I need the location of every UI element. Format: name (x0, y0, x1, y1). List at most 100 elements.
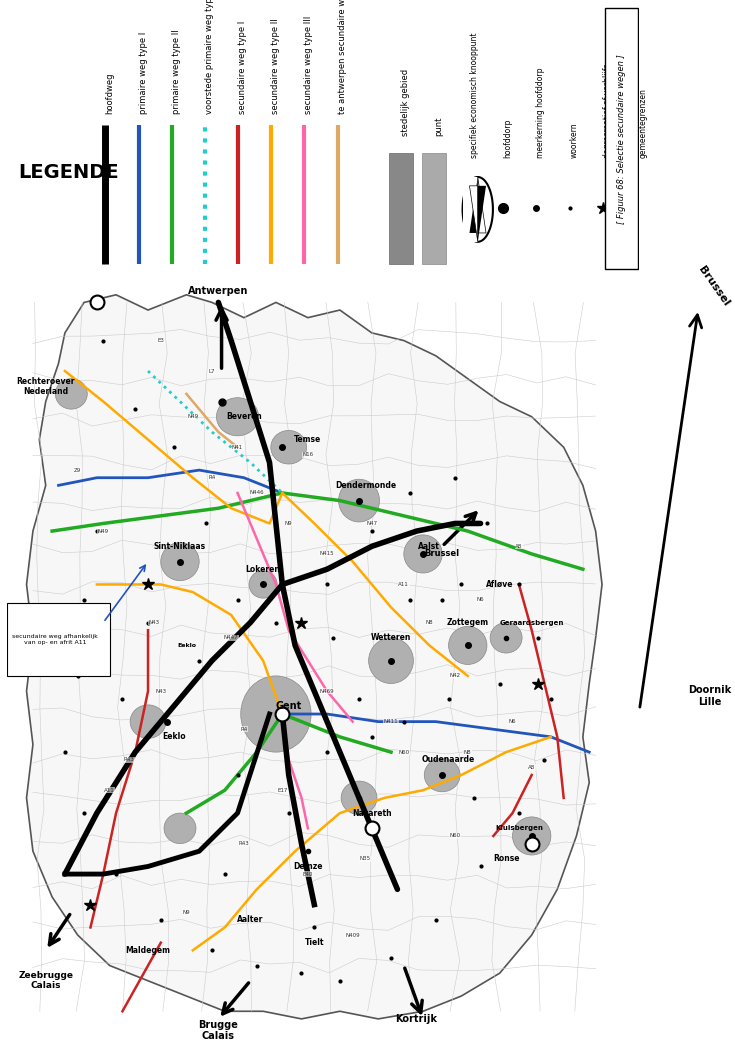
Text: gemeentegrenzen: gemeentegrenzen (639, 88, 648, 158)
Text: R4: R4 (240, 727, 248, 732)
Ellipse shape (369, 638, 413, 684)
Text: A11: A11 (104, 787, 115, 793)
Text: specifiek economisch knooppunt: specifiek economisch knooppunt (470, 32, 479, 158)
Text: woorkern: woorkern (570, 122, 578, 158)
Text: hoofddorp: hoofddorp (503, 118, 512, 158)
Ellipse shape (404, 535, 442, 573)
Text: Brussel: Brussel (425, 550, 459, 558)
Text: N43: N43 (149, 620, 160, 625)
Polygon shape (462, 177, 478, 242)
Text: punt: punt (434, 116, 443, 136)
Text: Ronse: Ronse (493, 854, 520, 864)
Text: N8: N8 (464, 750, 472, 755)
Text: [ Figuur 68: Selectie secundaire wegen ]: [ Figuur 68: Selectie secundaire wegen ] (617, 53, 625, 224)
Text: Nazareth: Nazareth (352, 808, 392, 818)
Ellipse shape (490, 623, 522, 653)
Text: N60: N60 (449, 833, 461, 839)
Text: Gent: Gent (276, 701, 302, 711)
Text: Afløve: Afløve (486, 580, 514, 588)
Text: N43: N43 (155, 689, 166, 694)
FancyBboxPatch shape (7, 603, 110, 676)
Text: N35: N35 (360, 856, 371, 862)
Text: Rechteroever
Nederland: Rechteroever Nederland (16, 377, 75, 396)
Text: secundaire weg type I: secundaire weg type I (238, 21, 247, 114)
Polygon shape (470, 186, 478, 242)
Text: N447: N447 (224, 636, 238, 641)
Ellipse shape (270, 430, 306, 464)
Text: Wetteren: Wetteren (371, 633, 411, 642)
Text: primaire weg type I: primaire weg type I (139, 31, 148, 114)
Ellipse shape (249, 571, 277, 598)
Polygon shape (478, 177, 486, 233)
Text: Beveren: Beveren (226, 413, 262, 421)
Polygon shape (26, 295, 602, 1019)
Ellipse shape (161, 542, 199, 581)
Text: N9: N9 (182, 910, 190, 915)
Text: N469: N469 (320, 689, 334, 694)
Text: R43: R43 (239, 841, 249, 846)
Text: te antwerpen secundaire weg: te antwerpen secundaire weg (337, 0, 346, 114)
Text: secundaire weg afhankelijk
van op- en afrit A11: secundaire weg afhankelijk van op- en af… (12, 633, 98, 645)
Ellipse shape (241, 676, 311, 752)
Ellipse shape (341, 781, 377, 815)
Text: N47: N47 (366, 521, 377, 526)
Text: Maldegem: Maldegem (126, 945, 171, 955)
Text: LEGENDE: LEGENDE (18, 162, 119, 181)
Text: N42: N42 (449, 673, 461, 678)
Text: Geraardsbergen: Geraardsbergen (500, 620, 564, 625)
Text: N8: N8 (426, 620, 433, 625)
Text: Brussel: Brussel (696, 264, 731, 308)
Text: Deinze: Deinze (293, 862, 323, 871)
Ellipse shape (339, 480, 379, 522)
Text: N6: N6 (509, 719, 516, 725)
Text: primaire weg type II: primaire weg type II (172, 29, 181, 114)
Text: A11: A11 (398, 582, 409, 587)
Text: Kluisbergen: Kluisbergen (495, 825, 543, 831)
Text: dagrecreatief of verblijfs-
toeristisch knooppunt buiten
de stedelijke gebieden: dagrecreatief of verblijfs- toeristisch … (603, 47, 633, 158)
Text: R4: R4 (208, 475, 215, 481)
Text: Kortrijk: Kortrijk (395, 1013, 437, 1024)
Text: Temse: Temse (294, 436, 321, 444)
Text: stedelijk gebied: stedelijk gebied (401, 69, 410, 136)
Text: E3: E3 (157, 338, 164, 343)
Text: Aalter: Aalter (237, 915, 264, 925)
Text: E40: E40 (303, 871, 313, 876)
Ellipse shape (424, 758, 460, 792)
Text: N49: N49 (98, 529, 109, 534)
Text: hoofdweg: hoofdweg (105, 72, 115, 114)
Text: Antwerpen: Antwerpen (188, 286, 248, 296)
Text: Brugge
Calais: Brugge Calais (198, 1020, 238, 1041)
Ellipse shape (130, 705, 166, 738)
Bar (389, 153, 413, 264)
Text: N409: N409 (345, 933, 360, 937)
Text: Lokeren: Lokeren (245, 564, 281, 574)
Text: R43: R43 (123, 757, 135, 762)
Ellipse shape (216, 398, 259, 436)
Polygon shape (470, 177, 478, 233)
Text: N9: N9 (285, 521, 293, 526)
Text: A8: A8 (515, 543, 523, 549)
Text: L7: L7 (209, 369, 215, 374)
Text: A8: A8 (528, 765, 535, 770)
Ellipse shape (448, 626, 487, 665)
Text: Dendermonde: Dendermonde (335, 481, 396, 490)
Text: Sint-Niklaas: Sint-Niklaas (154, 542, 206, 551)
Text: secundaire weg type II: secundaire weg type II (271, 18, 280, 114)
Text: Aalst: Aalst (418, 542, 440, 551)
Ellipse shape (512, 817, 551, 855)
Polygon shape (462, 177, 493, 242)
Ellipse shape (164, 814, 196, 844)
Text: N446: N446 (249, 490, 264, 495)
Text: N6: N6 (477, 597, 484, 602)
Text: Doornik
Lille: Doornik Lille (689, 685, 731, 707)
Text: N49: N49 (187, 415, 198, 419)
Text: Z9: Z9 (74, 468, 82, 472)
Text: Tielt: Tielt (304, 938, 324, 948)
Text: N60: N60 (398, 750, 409, 755)
Text: secundaire weg type III: secundaire weg type III (304, 16, 313, 114)
Text: N16: N16 (302, 452, 313, 458)
Text: N41: N41 (232, 445, 243, 450)
Text: meerkerning hoofddorp: meerkerning hoofddorp (537, 68, 545, 158)
Text: Eeklo: Eeklo (162, 733, 185, 741)
Text: Oudenaarde: Oudenaarde (422, 755, 476, 764)
